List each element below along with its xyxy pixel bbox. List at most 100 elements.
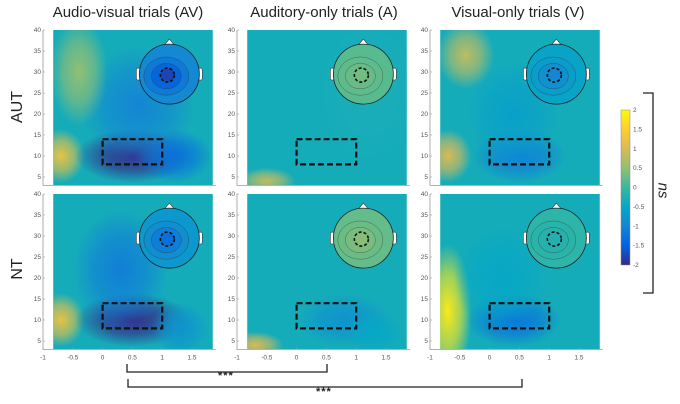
x-tick-label: -1 xyxy=(234,354,240,361)
y-tick-label: 15 xyxy=(34,132,42,139)
topoplot-roi-circle xyxy=(546,67,563,83)
heatmap-cluster xyxy=(453,224,550,332)
y-tick-label: 10 xyxy=(228,317,236,324)
y-tick-label: 30 xyxy=(421,69,429,76)
y-tick-label: 30 xyxy=(228,69,236,76)
comparison-bracket-av-a xyxy=(126,364,328,373)
x-tick-label: 1.5 xyxy=(187,354,196,361)
x-tick-label: -0.5 xyxy=(67,354,79,361)
y-tick-label: 25 xyxy=(421,254,429,261)
y-tick-label: 5 xyxy=(37,174,41,181)
y-tick-label: 25 xyxy=(228,90,236,97)
axes-frame xyxy=(429,30,603,186)
y-tick-label: 15 xyxy=(228,132,236,139)
colorbar-tick-label: 0 xyxy=(633,185,637,192)
heatmap-panel-aut-v: 5 10 15 20 25 30 35 40 xyxy=(421,27,603,186)
colorbar-tick-label: -1 xyxy=(633,223,639,230)
comparison-av-a-label: *** xyxy=(218,370,234,382)
colorbar-tick-label: -2 xyxy=(633,262,639,269)
heatmap-surface xyxy=(53,194,213,350)
x-tick-label: 0 xyxy=(101,354,105,361)
roi-dashed-box xyxy=(295,138,358,166)
y-tick-label: 10 xyxy=(34,317,42,324)
y-tick-label: 15 xyxy=(34,296,42,303)
x-tick-label: -1 xyxy=(427,354,433,361)
topoplot-roi-circle xyxy=(159,231,176,247)
y-tick-label: 35 xyxy=(228,48,236,55)
heatmap-cluster xyxy=(53,30,108,126)
x-tick-label: 0.5 xyxy=(128,354,137,361)
roi-dashed-box xyxy=(488,302,551,330)
heatmap-cluster xyxy=(247,167,296,186)
y-tick-label: 20 xyxy=(228,111,236,118)
x-tick-label: 1.5 xyxy=(574,354,583,361)
x-tick-label: 0 xyxy=(488,354,492,361)
heatmap-cluster xyxy=(440,30,495,89)
y-tick-label: 30 xyxy=(228,233,236,240)
x-tick-label: -0.5 xyxy=(261,354,273,361)
colorbar xyxy=(620,109,631,266)
x-tick-label: 0 xyxy=(295,354,299,361)
heatmap-cluster xyxy=(53,129,85,183)
x-tick-label: 1.5 xyxy=(381,354,390,361)
colorbar-tick-label: 2 xyxy=(633,107,637,114)
y-tick-label: 40 xyxy=(421,27,429,34)
y-tick-label: 15 xyxy=(228,296,236,303)
column-title-av: Audio-visual trials (AV) xyxy=(52,4,204,21)
heatmap-surface xyxy=(53,30,213,186)
y-tick-label: 15 xyxy=(421,132,429,139)
y-tick-label: 40 xyxy=(228,191,236,198)
x-tick-label: -0.5 xyxy=(454,354,466,361)
colorbar-tick-label: 1 xyxy=(633,146,637,153)
y-tick-label: 20 xyxy=(421,111,429,118)
heatmap-surface xyxy=(440,30,600,186)
heatmap-panel-aut-av: 5 10 15 20 25 30 35 40 xyxy=(34,27,216,186)
y-tick-label: 25 xyxy=(228,254,236,261)
heatmap-panel-nt-a: 5 10 15 20 25 30 35 40 -1 -0.5 0 0.5 1 1.5 xyxy=(228,191,410,361)
y-tick-label: 35 xyxy=(34,212,42,219)
axes-frame xyxy=(236,30,410,186)
topoplot-roi-circle xyxy=(353,67,370,83)
comparison-group-label: ns xyxy=(654,182,672,199)
y-tick-label: 5 xyxy=(424,338,428,345)
x-tick-label: -1 xyxy=(40,354,46,361)
x-tick-label: 1 xyxy=(160,354,164,361)
topoplot-roi-circle xyxy=(546,231,563,247)
heatmap-panel-nt-av: 5 10 15 20 25 30 35 40 -1 -0.5 0 0.5 1 1.5 xyxy=(34,191,216,361)
colorbar-tick-label: 0.5 xyxy=(633,165,642,172)
y-tick-label: 25 xyxy=(34,90,42,97)
heatmap-panel-aut-a: 5 10 15 20 25 30 35 40 xyxy=(228,27,410,186)
topoplot-roi-circle xyxy=(353,231,370,247)
y-tick-label: 5 xyxy=(231,174,235,181)
y-tick-label: 30 xyxy=(34,233,42,240)
heatmap-cluster xyxy=(53,293,85,347)
y-tick-label: 20 xyxy=(34,111,42,118)
x-tick-label: 0.5 xyxy=(322,354,331,361)
colorbar-tick-label: -0.5 xyxy=(633,204,645,211)
heatmap-cluster xyxy=(440,129,472,183)
roi-dashed-box xyxy=(101,302,164,330)
colorbar-tick-label: -1.5 xyxy=(633,243,645,250)
y-tick-label: 40 xyxy=(421,191,429,198)
y-tick-label: 10 xyxy=(421,153,429,160)
x-tick-label: 1 xyxy=(547,354,551,361)
heatmap-cluster xyxy=(151,301,209,350)
y-tick-label: 30 xyxy=(421,233,429,240)
x-tick-label: 0.5 xyxy=(515,354,524,361)
y-tick-label: 20 xyxy=(421,275,429,282)
y-tick-label: 35 xyxy=(228,212,236,219)
x-tick-label: 1 xyxy=(354,354,358,361)
y-tick-label: 35 xyxy=(421,48,429,55)
comparison-bracket-av-v xyxy=(127,379,523,388)
y-tick-label: 20 xyxy=(34,275,42,282)
y-tick-label: 5 xyxy=(231,338,235,345)
axes-frame xyxy=(42,30,216,186)
y-tick-label: 20 xyxy=(228,275,236,282)
y-tick-label: 15 xyxy=(421,296,429,303)
heatmap-cluster xyxy=(345,312,403,350)
y-tick-label: 10 xyxy=(228,153,236,160)
heatmap-surface xyxy=(247,30,407,186)
y-tick-label: 5 xyxy=(424,174,428,181)
topoplot-roi-circle xyxy=(159,67,176,83)
